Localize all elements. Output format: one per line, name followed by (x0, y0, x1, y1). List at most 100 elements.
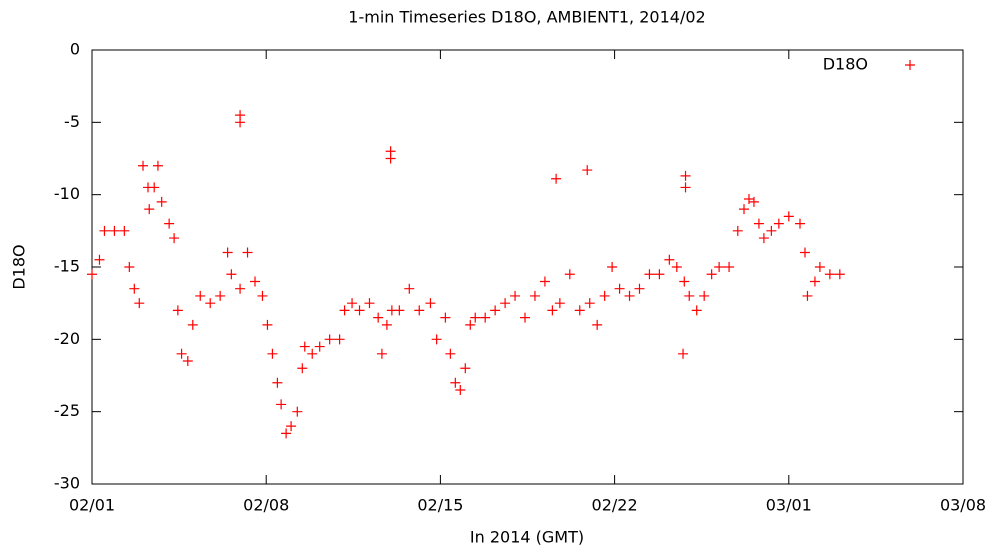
data-point (450, 377, 461, 388)
data-point (364, 298, 375, 309)
data-point (520, 312, 531, 323)
data-point (739, 204, 750, 215)
data-point (564, 269, 575, 280)
data-point (235, 283, 246, 294)
data-point (138, 160, 149, 171)
x-tick-label: 02/08 (243, 496, 289, 515)
y-tick-label: -30 (54, 474, 80, 493)
data-point (324, 334, 335, 345)
data-point (195, 290, 206, 301)
data-point (724, 262, 735, 272)
data-point (267, 348, 278, 359)
data-point (119, 225, 130, 236)
data-point (582, 165, 593, 176)
data-point (373, 312, 384, 323)
data-point (339, 305, 350, 316)
data-point (299, 341, 310, 352)
data-point (414, 305, 425, 316)
data-point (678, 348, 689, 359)
data-point (684, 290, 695, 301)
data-point (644, 269, 655, 280)
data-point (99, 225, 110, 236)
data-point (510, 290, 521, 301)
data-point (87, 269, 97, 280)
data-point (376, 348, 387, 359)
x-tick-label: 03/08 (940, 496, 986, 515)
data-point (276, 399, 287, 410)
data-point (554, 298, 565, 309)
data-point (176, 348, 187, 359)
data-point (109, 225, 120, 236)
data-point (242, 247, 253, 258)
data-point (385, 153, 396, 164)
data-point (584, 298, 595, 309)
data-point (215, 290, 226, 301)
y-tick-label: -5 (64, 112, 80, 131)
data-point (490, 305, 501, 316)
data-point (404, 283, 415, 294)
x-tick-label: 02/01 (69, 496, 115, 515)
data-point (599, 290, 610, 301)
data-point (680, 170, 691, 181)
data-point (134, 298, 145, 309)
data-point (470, 312, 481, 323)
data-point (500, 298, 511, 309)
data-point (257, 290, 268, 301)
data-point (124, 262, 135, 272)
y-axis-label: D18O (10, 244, 29, 289)
x-tick-label: 02/15 (417, 496, 463, 515)
data-point (748, 196, 759, 207)
data-point (794, 218, 805, 229)
data-point (205, 298, 216, 309)
data-point (814, 262, 825, 272)
data-point (156, 196, 167, 207)
data-point (679, 276, 690, 287)
data-point (94, 254, 105, 265)
legend-marker (905, 60, 915, 70)
data-point (297, 363, 308, 374)
data-point (272, 377, 283, 388)
data-point (182, 356, 193, 367)
data-point (654, 269, 665, 280)
data-point (222, 247, 233, 258)
data-point (169, 233, 180, 244)
data-point (465, 319, 476, 330)
data-point (699, 290, 710, 301)
data-point (834, 269, 845, 280)
y-tick-label: -20 (54, 329, 80, 348)
data-point (802, 290, 813, 301)
data-point (354, 305, 365, 316)
y-tick-label: -10 (54, 184, 80, 203)
data-point (824, 269, 835, 280)
data-point (425, 298, 436, 309)
data-point (455, 384, 466, 395)
x-tick-label: 03/01 (766, 496, 812, 515)
data-point (172, 305, 183, 316)
data-point (460, 363, 471, 374)
x-axis-label: In 2014 (GMT) (470, 528, 584, 547)
chart-title: 1-min Timeseries D18O, AMBIENT1, 2014/02 (348, 8, 705, 27)
data-point (164, 218, 175, 229)
data-point (799, 247, 810, 258)
data-point (664, 254, 675, 265)
legend-label: D18O (823, 55, 868, 74)
data-point (743, 194, 754, 205)
data-point (624, 290, 635, 301)
data-point (152, 160, 163, 171)
data-point (539, 276, 550, 287)
data-point (753, 218, 764, 229)
data-point (714, 262, 725, 272)
data-point (431, 334, 442, 345)
data-point (671, 262, 682, 272)
data-point (547, 305, 558, 316)
data-point (149, 182, 160, 193)
data-point (235, 117, 246, 128)
data-point (592, 319, 603, 330)
data-point (292, 406, 303, 417)
data-point (634, 283, 645, 294)
data-point (480, 312, 491, 323)
data-point (529, 290, 540, 301)
data-point (773, 218, 784, 229)
data-point (250, 276, 261, 287)
